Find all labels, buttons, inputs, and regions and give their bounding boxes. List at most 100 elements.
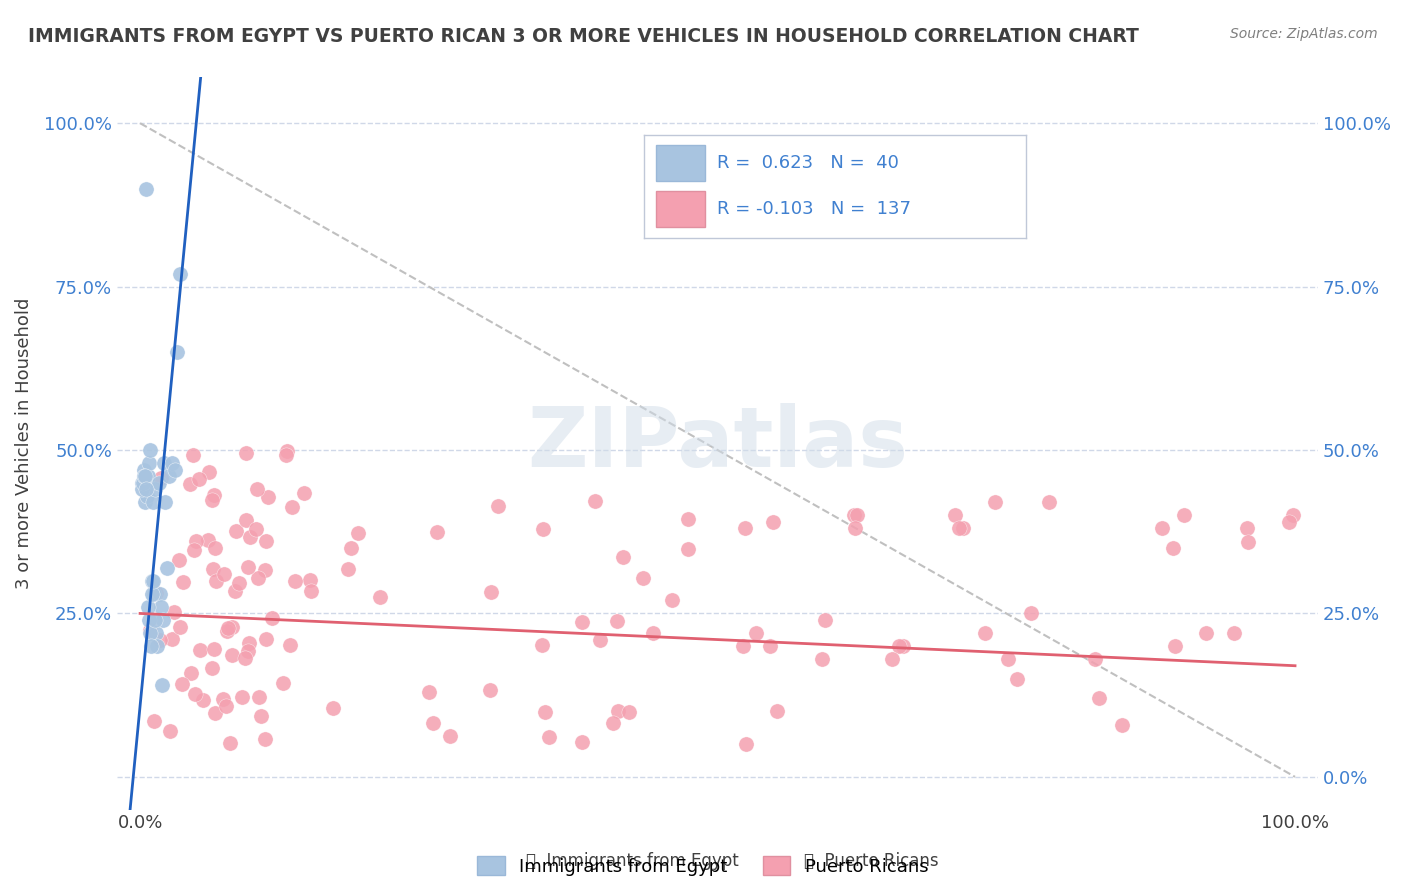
Point [280,500,302,514]
Point [537,730,560,744]
Text: R =  0.623   N =  40: R = 0.623 N = 40 [717,154,898,172]
Point [257,490,280,504]
Point [1161,541,1184,555]
Point [166,345,188,359]
Point [224,584,246,599]
Point [1195,626,1218,640]
Text: ZIPatlas: ZIPatlas [527,403,908,484]
Point [292,486,315,500]
Point [811,652,834,666]
Point [231,690,253,704]
Point [188,643,211,657]
Point [1173,508,1195,523]
Point [183,542,205,557]
Point [1164,639,1187,653]
Point [160,632,183,646]
Point [762,515,785,529]
Text: Source: ZipAtlas.com: Source: ZipAtlas.com [1230,27,1378,41]
Point [152,613,174,627]
Point [1223,626,1246,640]
Point [284,574,307,589]
Point [974,626,997,640]
Point [163,462,186,476]
Point [844,521,866,535]
Point [142,587,165,601]
Point [479,683,502,698]
Point [254,563,277,577]
Point [887,639,910,653]
Point [201,493,224,508]
Point [1236,521,1258,535]
Point [149,599,172,614]
Point [139,639,162,653]
Point [202,488,225,502]
Point [238,644,260,658]
Point [1005,672,1028,686]
Point [204,541,226,555]
Point [143,613,166,627]
Point [221,648,243,662]
Point [274,448,297,462]
Point [143,714,166,728]
Point [952,521,974,535]
Point [156,560,179,574]
Point [606,614,628,628]
Point [583,493,606,508]
Point [271,676,294,690]
Point [142,495,165,509]
Point [139,623,162,637]
Point [218,621,240,635]
Point [1278,515,1301,529]
Point [138,613,160,627]
Point [678,542,700,557]
Point [214,698,236,713]
Point [347,525,370,540]
Point [149,632,172,647]
Point [150,678,173,692]
Point [212,692,235,706]
Point [534,706,557,720]
Point [948,521,970,535]
Point [278,638,301,652]
Point [254,533,277,548]
Point [139,626,162,640]
Point [191,692,214,706]
Point [134,469,156,483]
Point [131,475,153,490]
Point [184,533,207,548]
Point [299,583,322,598]
Point [336,562,359,576]
Point [276,444,298,458]
Point [479,585,502,599]
Point [617,705,640,719]
Point [631,571,654,585]
Point [201,661,224,675]
Point [181,448,204,462]
Point [846,508,869,523]
Point [188,472,211,486]
Point [731,639,754,653]
Point [149,587,172,601]
Point [298,574,321,588]
Point [602,715,624,730]
Point [589,632,612,647]
Point [322,701,344,715]
Bar [655,191,706,227]
Point [143,482,166,496]
Point [735,737,758,751]
Point [238,636,260,650]
Text: ⬜  Puerto Ricans: ⬜ Puerto Ricans [804,852,939,870]
Text: IMMIGRANTS FROM EGYPT VS PUERTO RICAN 3 OR MORE VEHICLES IN HOUSEHOLD CORRELATIO: IMMIGRANTS FROM EGYPT VS PUERTO RICAN 3 … [28,27,1139,45]
Point [153,456,176,470]
Point [612,549,634,564]
Point [131,482,153,496]
Text: R = -0.103   N =  137: R = -0.103 N = 137 [717,200,911,218]
Point [184,687,207,701]
Point [1150,521,1173,535]
Point [157,469,180,483]
Point [141,587,163,601]
Point [141,574,163,588]
Point [179,476,201,491]
Point [439,729,461,743]
Point [204,706,226,720]
